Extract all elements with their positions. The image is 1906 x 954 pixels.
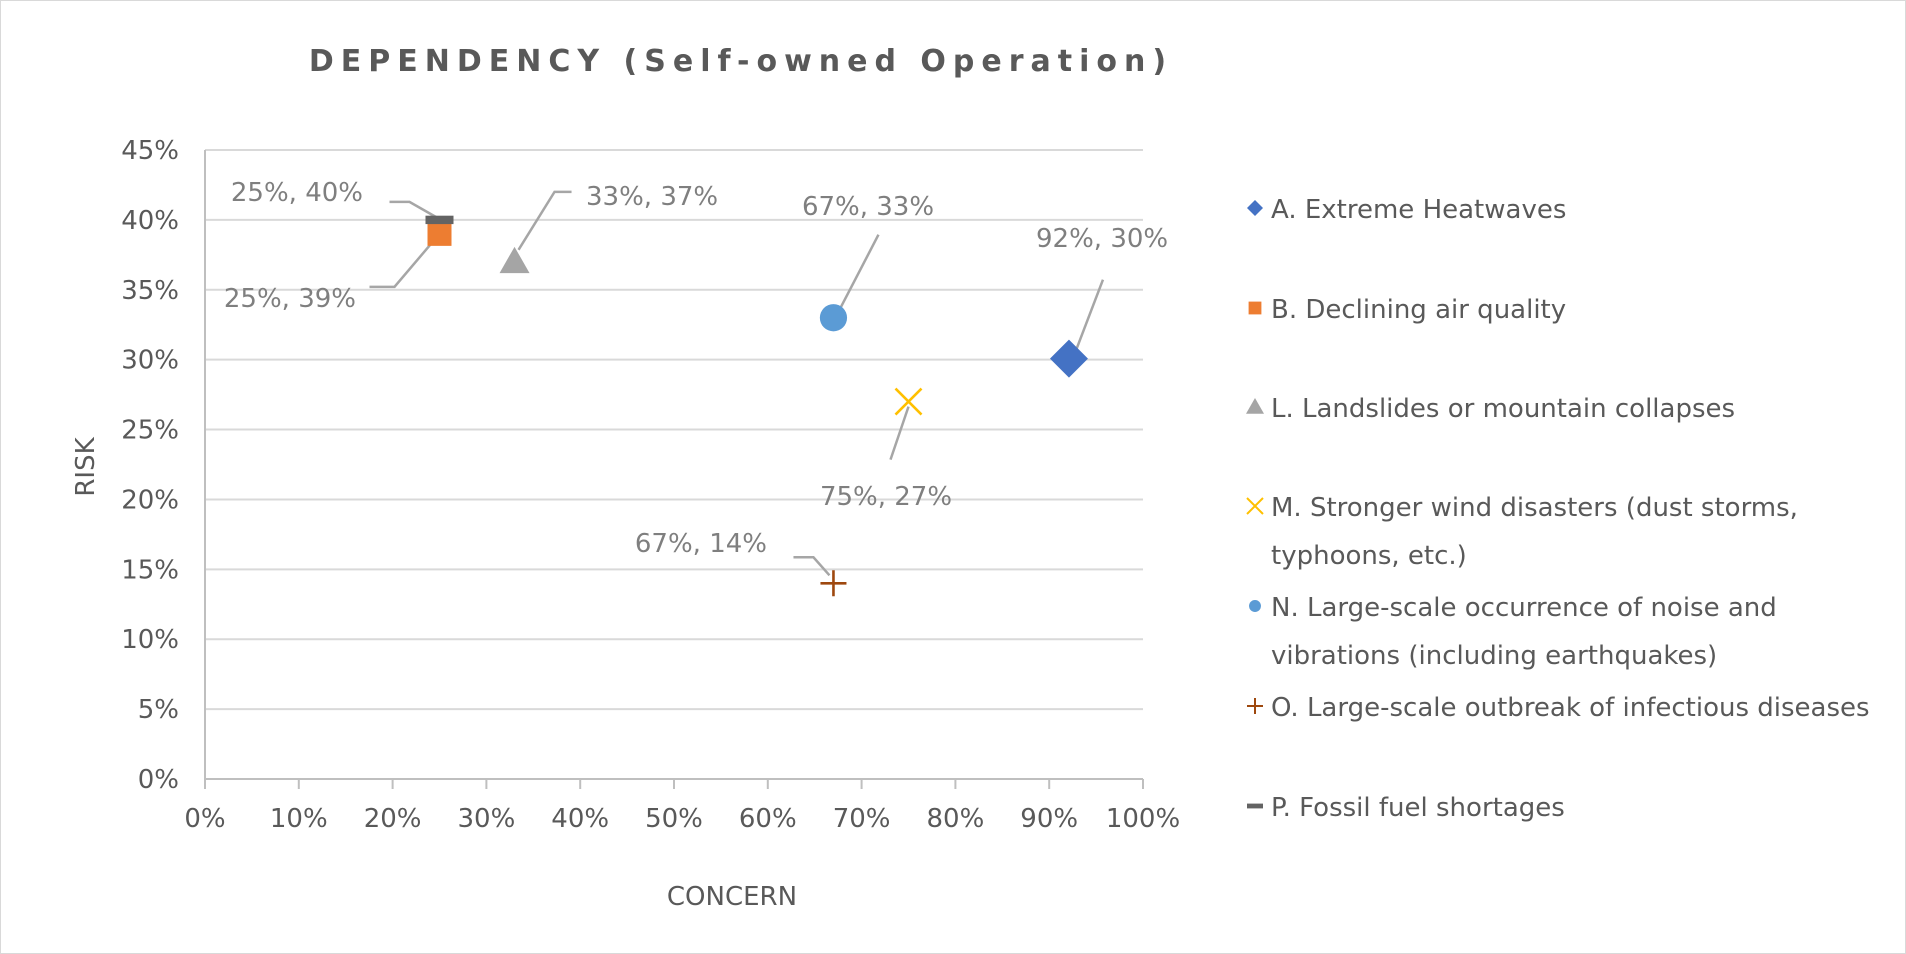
y-tick-label: 35% bbox=[121, 276, 179, 306]
legend-entry: A. Extreme Heatwaves bbox=[1271, 195, 1566, 225]
data-label: 25%, 39% bbox=[224, 284, 356, 314]
legend-entry-line: A. Extreme Heatwaves bbox=[1271, 195, 1566, 225]
legend-entry-line: M. Stronger wind disasters (dust storms, bbox=[1271, 493, 1798, 523]
data-point-diamond bbox=[1049, 339, 1088, 378]
legend-entry: P. Fossil fuel shortages bbox=[1271, 793, 1565, 823]
legend-entry: B. Declining air quality bbox=[1271, 295, 1566, 325]
legend-marker-square bbox=[1248, 301, 1262, 315]
legend-entry: O. Large-scale outbreak of infectious di… bbox=[1271, 693, 1870, 723]
legend-marker-diamond bbox=[1247, 200, 1263, 216]
data-label: 67%, 33% bbox=[802, 192, 934, 222]
legend-entry-line: vibrations (including earthquakes) bbox=[1271, 641, 1717, 671]
x-axis-title: CONCERN bbox=[667, 882, 797, 912]
y-tick-label: 45% bbox=[121, 136, 179, 166]
x-tick-label: 40% bbox=[551, 804, 609, 834]
data-point-plus bbox=[820, 570, 847, 597]
data-label: 75%, 27% bbox=[820, 482, 952, 512]
y-tick-label: 0% bbox=[138, 765, 179, 795]
data-label-leader bbox=[369, 233, 441, 289]
x-tick-label: 50% bbox=[645, 804, 703, 834]
data-point-dash bbox=[425, 215, 454, 225]
y-tick-label: 25% bbox=[121, 416, 179, 446]
legend-entry-line: typhoons, etc.) bbox=[1271, 541, 1467, 571]
data-label-leader bbox=[889, 406, 910, 461]
axes bbox=[204, 150, 1144, 789]
tick-labels: 0% 5% 10% 15% 20% 25% 30% 35% 40% 45% 0% 10% 20% 30% 4… bbox=[121, 136, 1180, 834]
data-label-leaders bbox=[369, 190, 1105, 577]
data-point-square bbox=[427, 221, 452, 246]
y-tick-label: 15% bbox=[121, 555, 179, 585]
legend-marker-x bbox=[1246, 497, 1264, 515]
data-labels: 92%, 30% 33%, 37% 75%, 27% 67%, 33% 67%, 14%… bbox=[224, 178, 1168, 559]
y-tick-label: 20% bbox=[121, 485, 179, 515]
data-label: 67%, 14% bbox=[635, 529, 767, 559]
x-tick-label: 0% bbox=[184, 804, 225, 834]
data-markers bbox=[425, 215, 1088, 597]
legend-entry: N. Large-scale occurrence of noise and vi… bbox=[1271, 593, 1777, 671]
legend-entry-line: P. Fossil fuel shortages bbox=[1271, 793, 1565, 823]
legend-entry-line: L. Landslides or mountain collapses bbox=[1271, 394, 1735, 424]
legend-marker-triangle bbox=[1246, 398, 1264, 414]
x-tick-label: 20% bbox=[364, 804, 422, 834]
data-point-circle bbox=[819, 304, 848, 332]
x-tick-label: 30% bbox=[458, 804, 516, 834]
y-tick-label: 30% bbox=[121, 346, 179, 376]
x-tick-label: 100% bbox=[1106, 804, 1180, 834]
y-tick-label: 10% bbox=[121, 625, 179, 655]
legend-marker-plus bbox=[1247, 698, 1263, 714]
data-label-leader bbox=[1072, 279, 1105, 357]
y-tick-label: 40% bbox=[121, 206, 179, 236]
y-axis-title: RISK bbox=[71, 436, 101, 496]
legend-entry-line: N. Large-scale occurrence of noise and bbox=[1271, 593, 1777, 623]
legend-entry: M. Stronger wind disasters (dust storms,… bbox=[1271, 493, 1798, 571]
legend-marker-dash bbox=[1247, 803, 1263, 809]
data-point-triangle bbox=[499, 246, 530, 274]
gridlines bbox=[205, 149, 1143, 711]
x-tick-label: 80% bbox=[927, 804, 985, 834]
legend-marker-circle bbox=[1249, 600, 1261, 612]
legend-entry-line: B. Declining air quality bbox=[1271, 295, 1566, 325]
chart-title: DEPENDENCY (Self-owned Operation) bbox=[309, 44, 1173, 79]
y-tick-label: 5% bbox=[138, 695, 179, 725]
data-label-leader bbox=[836, 234, 880, 315]
x-tick-label: 70% bbox=[833, 804, 891, 834]
legend-entry: L. Landslides or mountain collapses bbox=[1271, 394, 1735, 424]
data-label: 92%, 30% bbox=[1036, 224, 1168, 254]
legend-entry-line: O. Large-scale outbreak of infectious di… bbox=[1271, 693, 1870, 723]
data-label: 25%, 40% bbox=[231, 178, 363, 208]
x-tick-label: 90% bbox=[1020, 804, 1078, 834]
data-label: 33%, 37% bbox=[586, 182, 718, 212]
data-label-leader bbox=[517, 190, 572, 251]
x-tick-label: 60% bbox=[739, 804, 797, 834]
data-label-leader bbox=[793, 556, 831, 577]
data-label-leader bbox=[389, 200, 439, 219]
x-tick-label: 10% bbox=[270, 804, 328, 834]
legend: A. Extreme Heatwaves B. Declining air qua… bbox=[1246, 195, 1870, 823]
data-point-x bbox=[894, 387, 923, 416]
